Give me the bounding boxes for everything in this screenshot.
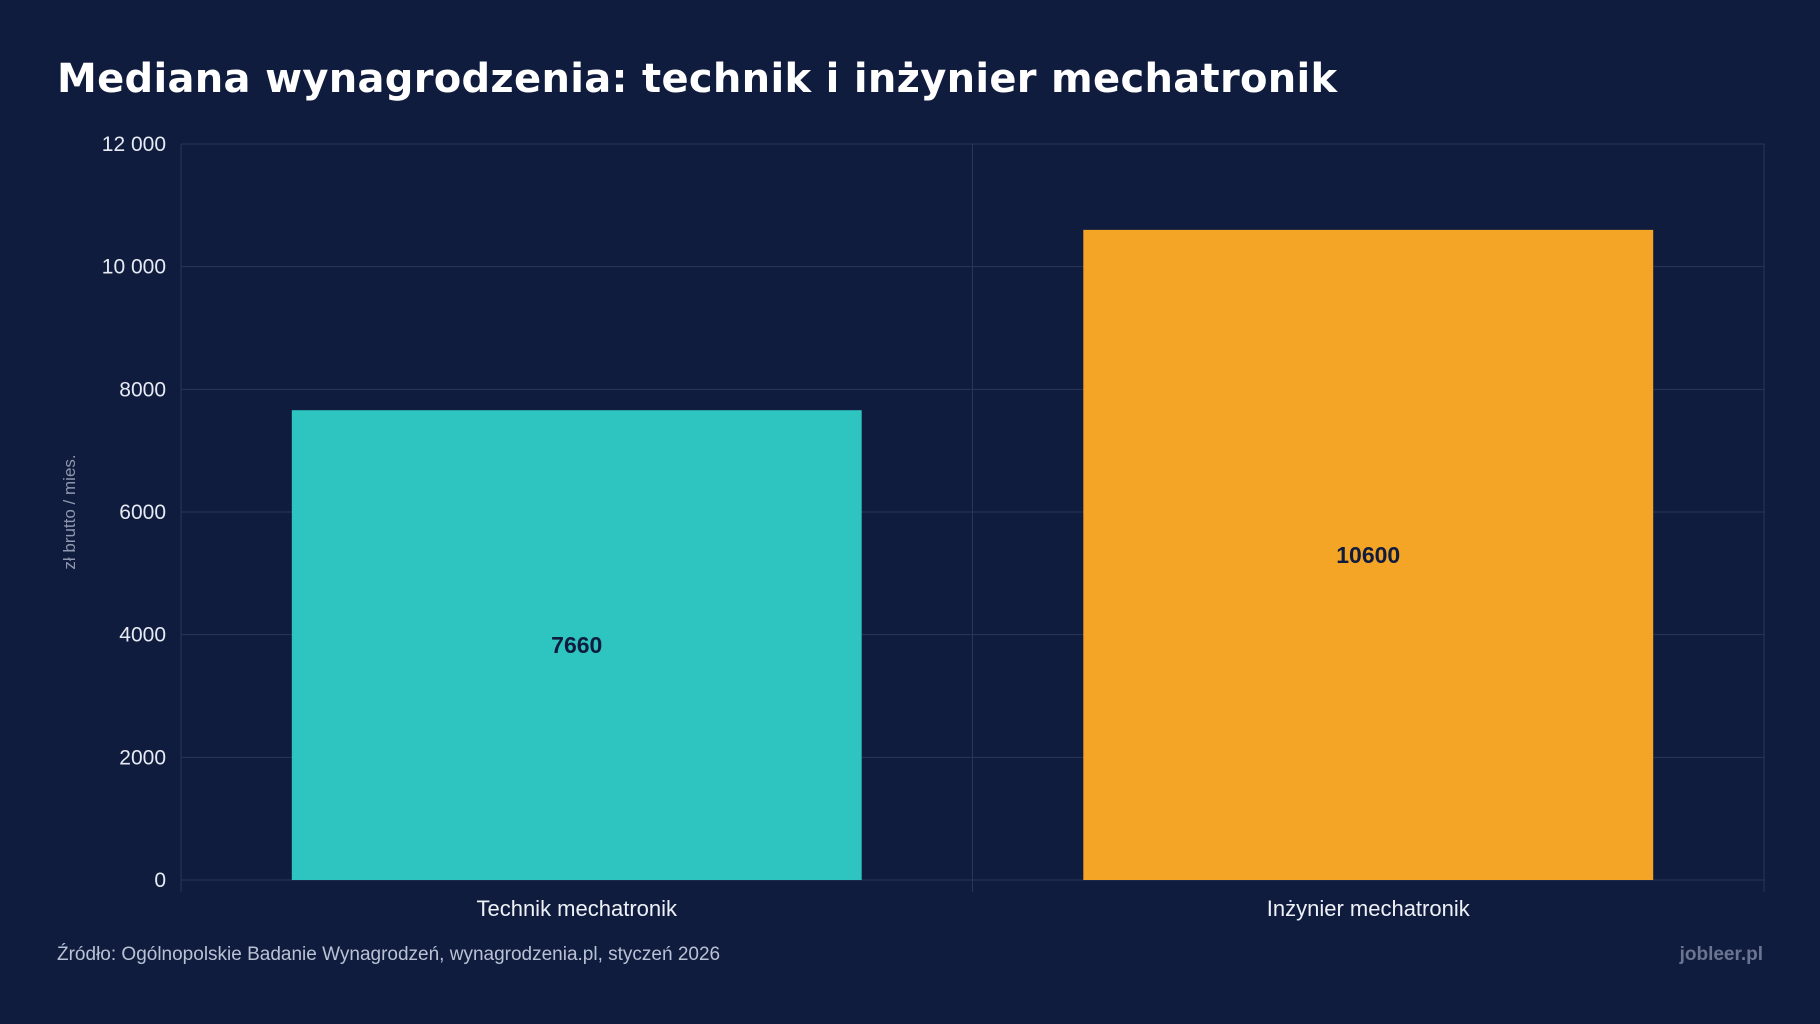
bar-value-label: 7660 bbox=[551, 632, 602, 658]
chart-title: Mediana wynagrodzenia: technik i inżynie… bbox=[57, 56, 1338, 102]
y-tick-label: 0 bbox=[154, 869, 166, 892]
y-tick-label: 2000 bbox=[119, 746, 166, 769]
source-note: Źródło: Ogólnopolskie Badanie Wynagrodze… bbox=[57, 944, 721, 965]
x-tick-label: Inżynier mechatronik bbox=[1267, 896, 1471, 921]
y-tick-label: 6000 bbox=[119, 501, 166, 524]
brand-label: jobleer.pl bbox=[1679, 944, 1763, 965]
y-tick-label: 4000 bbox=[119, 624, 166, 647]
bar-value-label: 10600 bbox=[1336, 542, 1400, 568]
bar bbox=[291, 410, 862, 880]
y-tick-label: 12 000 bbox=[102, 133, 166, 156]
y-tick-label: 10 000 bbox=[102, 256, 166, 279]
x-tick-label: Technik mechatronik bbox=[476, 896, 678, 921]
y-axis-label: zł brutto / mies. bbox=[60, 454, 79, 569]
bar bbox=[1083, 229, 1654, 880]
y-tick-label: 8000 bbox=[119, 378, 166, 401]
